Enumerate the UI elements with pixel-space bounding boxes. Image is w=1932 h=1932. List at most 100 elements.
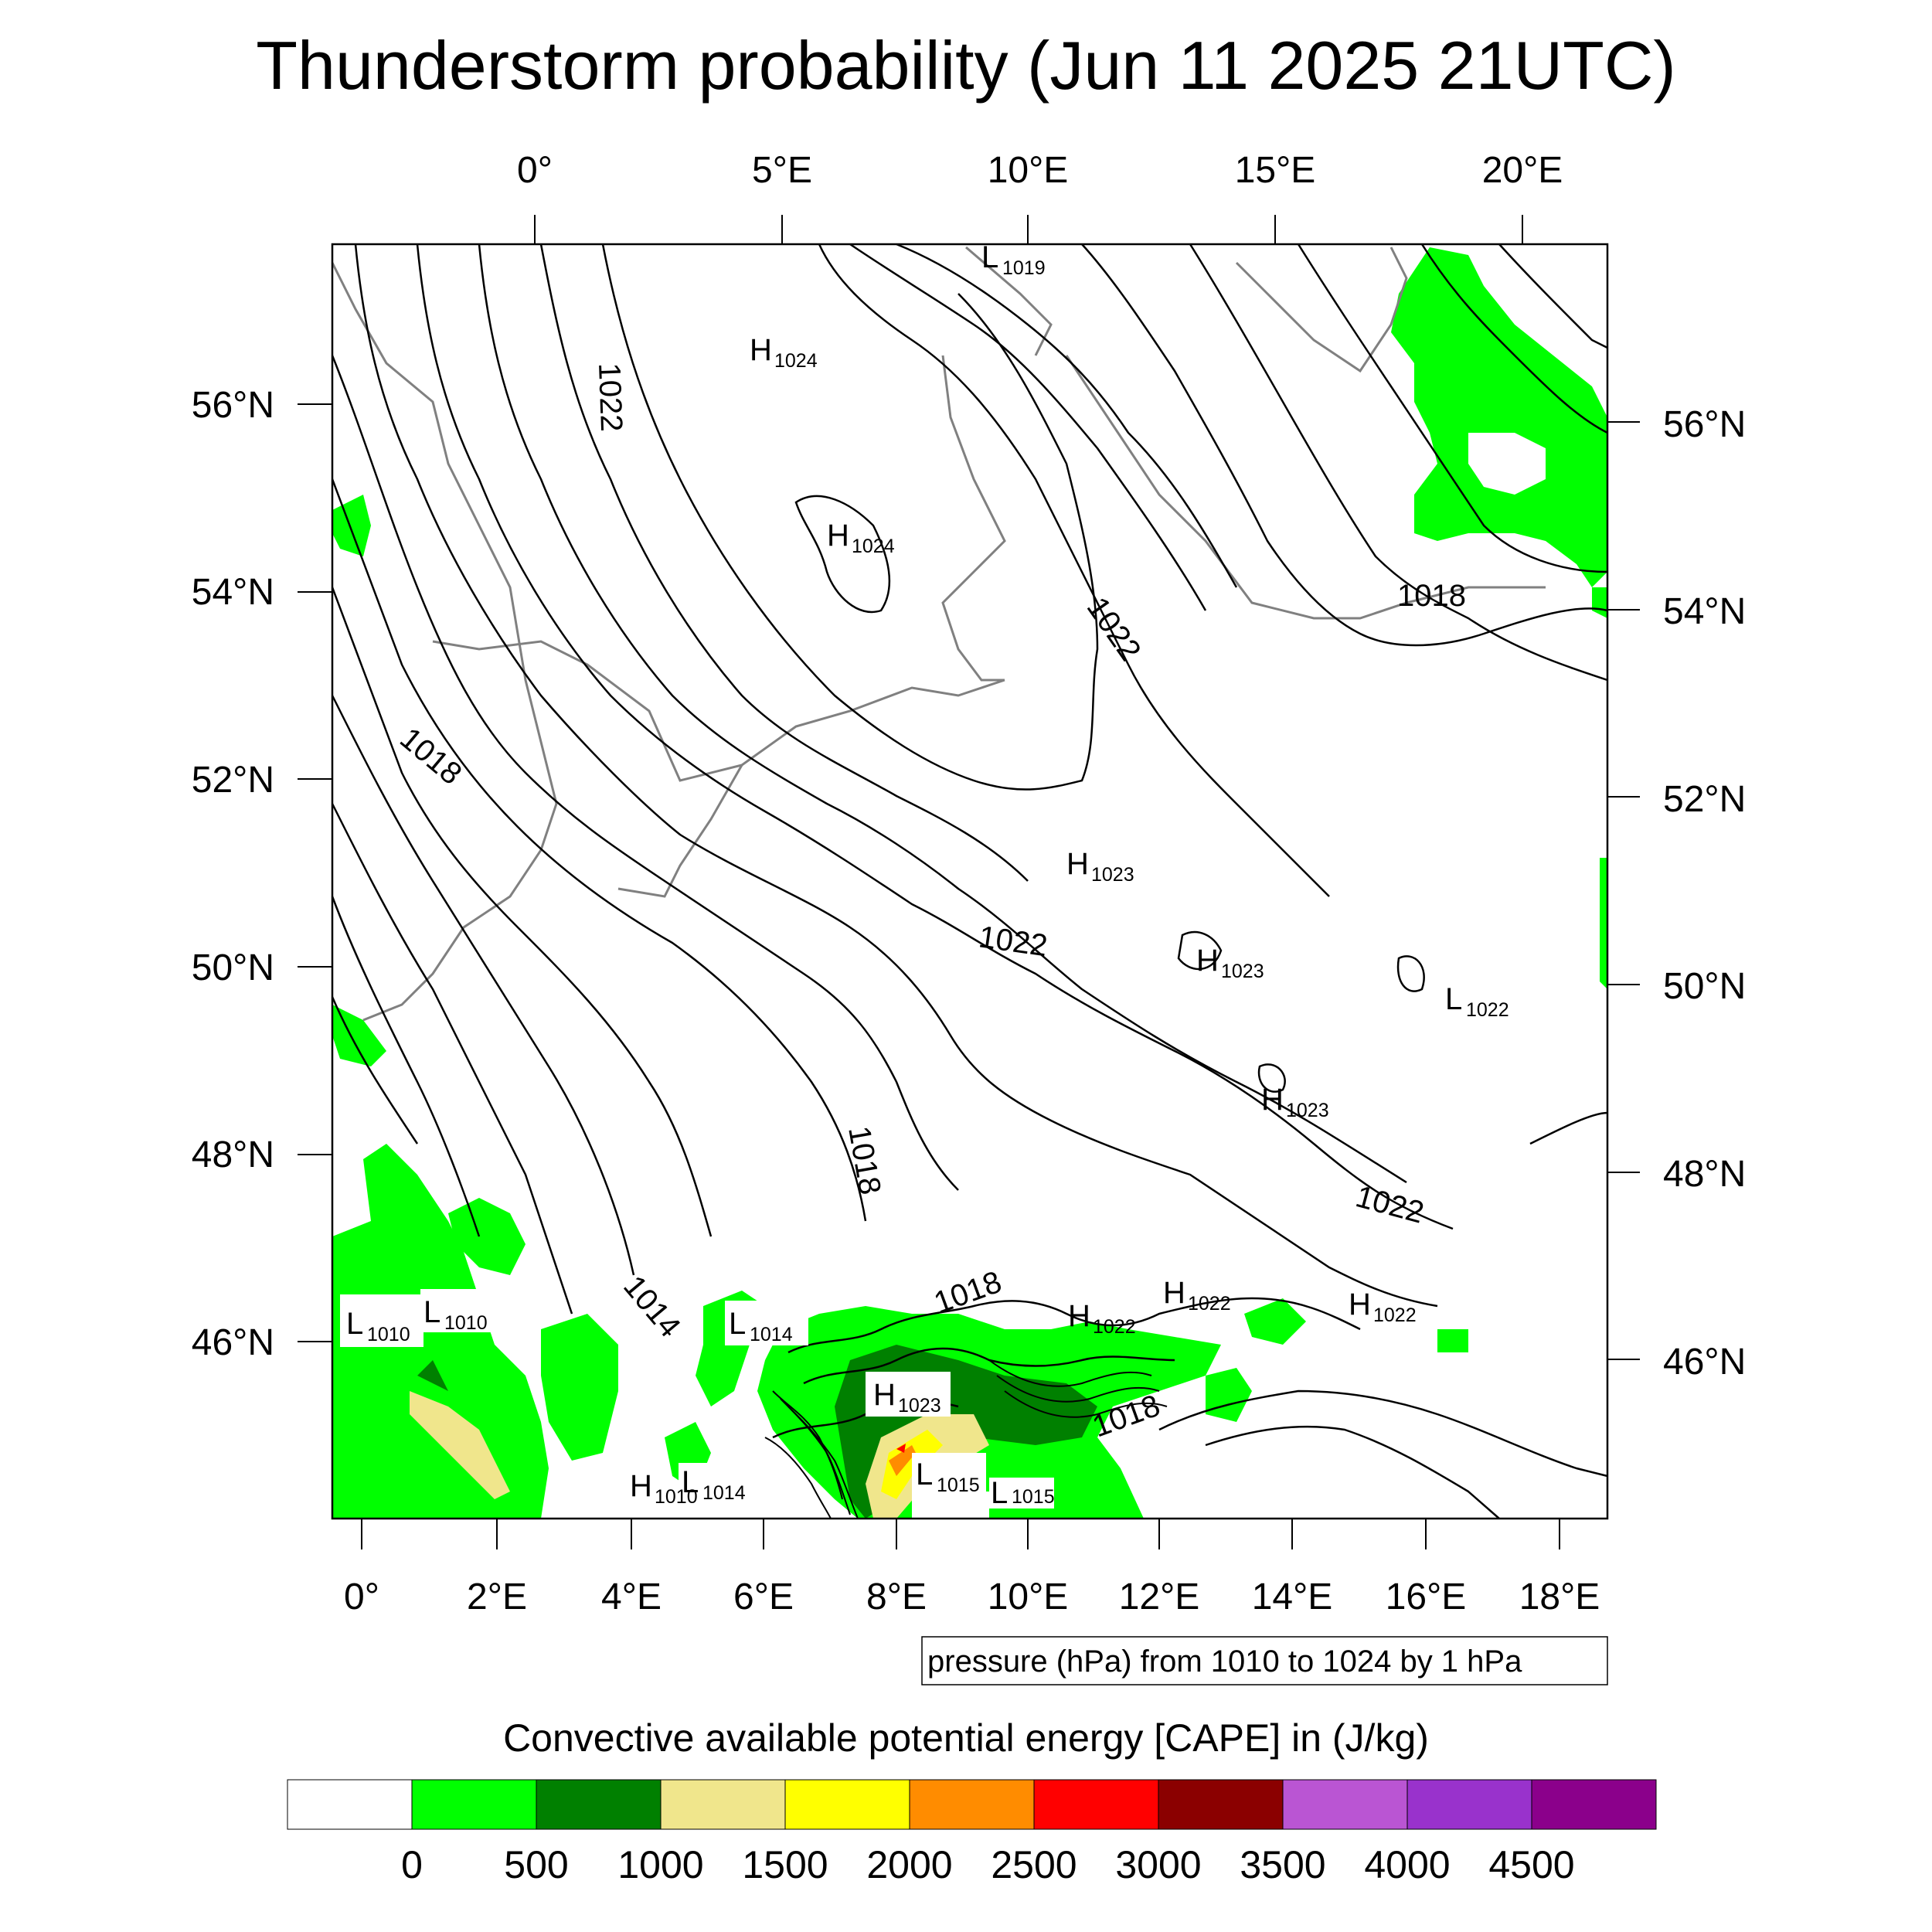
- pressure-center-high: H 1024: [750, 333, 818, 372]
- svg-text:1024: 1024: [774, 350, 818, 372]
- svg-text:1010: 1010: [367, 1324, 410, 1345]
- colorbar-swatch: [784, 1779, 910, 1830]
- svg-text:H: H: [873, 1378, 896, 1412]
- svg-text:L: L: [682, 1465, 699, 1499]
- left-lat-label: 50°N: [192, 947, 274, 988]
- colorbar-swatch: [411, 1779, 537, 1830]
- svg-text:L: L: [991, 1476, 1008, 1510]
- cape-region-alps-orange: [889, 1445, 916, 1476]
- colorbar-swatch: [909, 1779, 1035, 1830]
- cape-region-alps-red: [896, 1444, 906, 1453]
- right-lat-label: 48°N: [1663, 1154, 1746, 1195]
- colorbar-swatch: [660, 1779, 786, 1830]
- svg-text:1023: 1023: [1221, 961, 1264, 982]
- pressure-center-high: H 1024: [827, 519, 895, 557]
- colorbar-tick-label: 0: [401, 1843, 423, 1886]
- svg-text:H: H: [750, 333, 772, 367]
- bottom-lon-label: 6°E: [733, 1577, 794, 1617]
- pressure-center-high: H 1022: [1163, 1276, 1231, 1315]
- svg-text:1023: 1023: [1091, 864, 1134, 886]
- svg-text:H: H: [827, 519, 849, 553]
- colorbar-swatch: [1406, 1779, 1532, 1830]
- svg-text:1015: 1015: [937, 1475, 980, 1496]
- pressure-center-low: L 1010: [420, 1289, 504, 1334]
- colorbar-swatch: [1282, 1779, 1408, 1830]
- svg-text:1023: 1023: [1286, 1100, 1329, 1121]
- pressure-center-high: H 1023: [866, 1372, 951, 1417]
- contour-label: 1022: [1352, 1179, 1427, 1230]
- pressure-center-high: H 1022: [1349, 1287, 1417, 1326]
- contour-label: 1018: [930, 1265, 1006, 1321]
- left-lat-label: 46°N: [192, 1322, 274, 1363]
- colorbar-tick-label: 1500: [742, 1843, 828, 1886]
- svg-text:H: H: [1196, 944, 1219, 978]
- right-lat-label: 50°N: [1663, 966, 1746, 1007]
- svg-text:L: L: [423, 1295, 440, 1329]
- colorbar-tick-labels: 0 500 1000 1500 2000 2500 3000 3500 4000 4500: [401, 1843, 1575, 1886]
- map-area: L 1019 H 1024 H 1024 H 1023 H 1023 L 1022 H 102…: [331, 240, 1609, 1520]
- colorbar: [287, 1779, 1657, 1830]
- contour-label: 1018: [1397, 579, 1466, 613]
- contour-label: 1022: [977, 920, 1049, 963]
- svg-text:1014: 1014: [750, 1324, 793, 1345]
- cape-gap-alps: [912, 1492, 989, 1519]
- cape-shading: [332, 247, 1607, 1519]
- left-lat-label: 56°N: [192, 385, 274, 426]
- bottom-lon-label: 8°E: [866, 1577, 927, 1617]
- pressure-center-low: L 1019: [981, 240, 1046, 279]
- pressure-center-low: L 1022: [1445, 982, 1509, 1021]
- pressure-center-low: L 1014: [725, 1301, 808, 1345]
- colorbar-swatch: [1033, 1779, 1159, 1830]
- right-lat-label: 52°N: [1663, 779, 1746, 820]
- cape-region-sw2: [448, 1198, 526, 1275]
- colorbar-swatch: [536, 1779, 662, 1830]
- colorbar-tick-label: 4500: [1488, 1843, 1574, 1886]
- cape-region-ne-small: [1592, 587, 1607, 618]
- left-lat-label: 52°N: [192, 760, 274, 801]
- svg-text:L: L: [1445, 982, 1462, 1016]
- colorbar-title: Convective available potential energy [C…: [503, 1716, 1429, 1760]
- pressure-center-low: L 1014: [679, 1463, 762, 1504]
- colorbar-tick-label: 3500: [1240, 1843, 1325, 1886]
- cape-region-e3: [1437, 1329, 1468, 1352]
- svg-text:1022: 1022: [1188, 1293, 1231, 1315]
- map-frame: [331, 243, 1609, 1520]
- svg-text:H: H: [1163, 1276, 1185, 1310]
- top-lon-label: 5°E: [752, 150, 812, 191]
- cape-region-e1: [1206, 1368, 1252, 1422]
- pressure-center-high: H 1022: [1068, 1299, 1136, 1338]
- pressure-center-low: L 1010: [340, 1294, 423, 1347]
- colorbar-tick-label: 2500: [991, 1843, 1077, 1886]
- pressure-center-high: H 1023: [1261, 1083, 1329, 1121]
- right-lat-label: 46°N: [1663, 1342, 1746, 1383]
- cape-gap-ne: [1468, 433, 1546, 495]
- bottom-lon-label: 12°E: [1119, 1577, 1200, 1617]
- contour-label: 1022: [1080, 591, 1148, 667]
- cape-region-ne: [1391, 247, 1607, 587]
- svg-text:H: H: [1261, 1083, 1284, 1117]
- top-lon-label: 15°E: [1235, 150, 1316, 191]
- contour-info-box: pressure (hPa) from 1010 to 1024 by 1 hP…: [921, 1636, 1608, 1685]
- right-lat-axis: 56°N 54°N 52°N 50°N 48°N 46°N: [1607, 404, 1746, 1383]
- pressure-center-low: L 1015: [989, 1476, 1055, 1510]
- bottom-lon-label: 16°E: [1386, 1577, 1467, 1617]
- bottom-lon-label: 14°E: [1252, 1577, 1333, 1617]
- cape-region-sw-dark: [417, 1360, 448, 1391]
- svg-text:1024: 1024: [852, 536, 895, 557]
- colorbar-swatch: [1531, 1779, 1657, 1830]
- map-title: Thunderstorm probability (Jun 11 2025 21…: [256, 27, 1675, 104]
- colorbar-tick-label: 2000: [866, 1843, 952, 1886]
- svg-text:H: H: [1068, 1299, 1090, 1333]
- colorbar-tick-label: 500: [504, 1843, 568, 1886]
- pressure-center-low: L 1015: [912, 1453, 986, 1496]
- coastlines: [331, 246, 1546, 1022]
- svg-text:L: L: [916, 1458, 933, 1492]
- svg-text:1022: 1022: [1466, 999, 1509, 1021]
- top-lon-axis: 0° 5°E 10°E 15°E 20°E: [517, 150, 1563, 244]
- contour-labels: 1022 1022 1018 1022 1018 1018 1022 1014 …: [393, 362, 1466, 1444]
- cape-region-sw-khaki: [410, 1391, 510, 1499]
- bottom-lon-label: 0°: [344, 1577, 379, 1617]
- svg-text:1014: 1014: [702, 1482, 746, 1504]
- cape-region-e2: [1244, 1298, 1306, 1345]
